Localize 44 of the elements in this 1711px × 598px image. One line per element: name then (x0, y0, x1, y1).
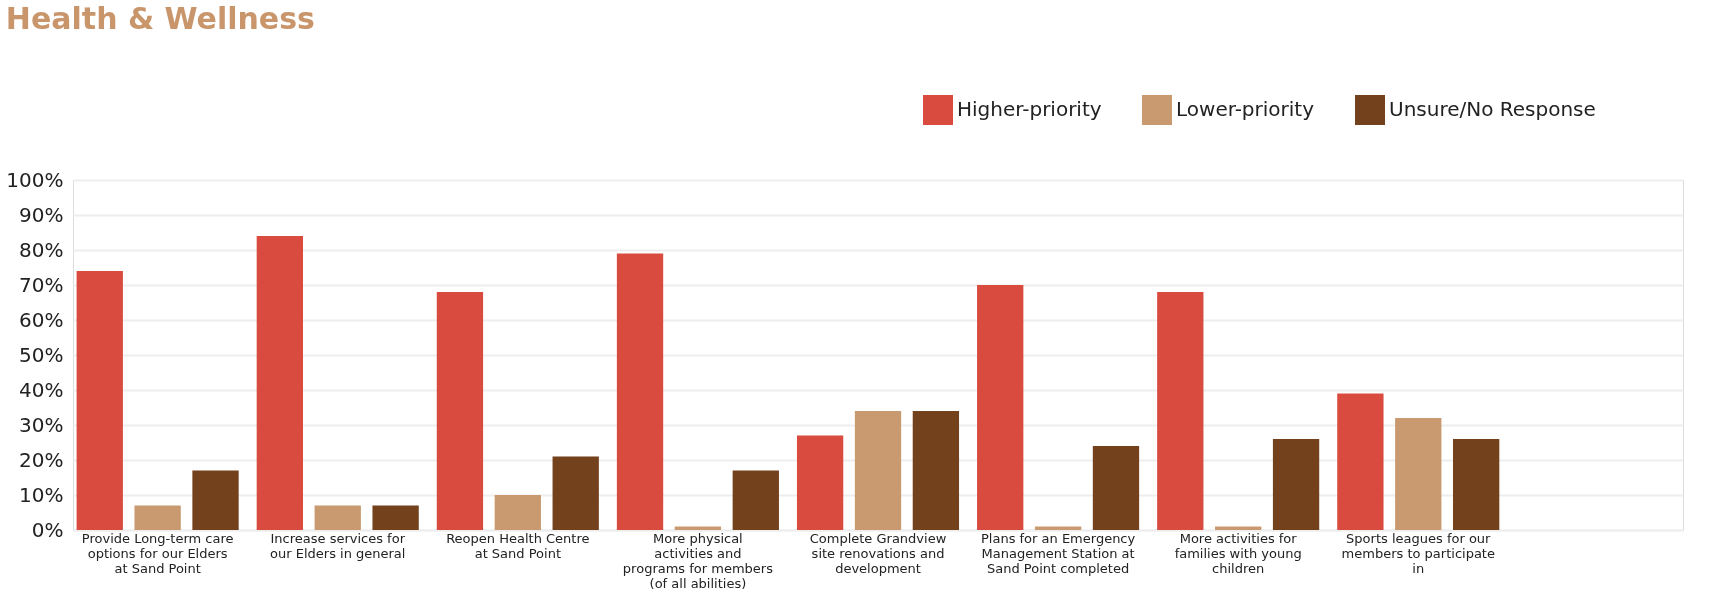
x-tick-label: More physical activities and programs for members (of all abilities) (622, 530, 774, 591)
x-tick-label: Plans for an Emergency Management Station at Sand Point completed (980, 530, 1136, 576)
y-tick-label: 100% (6, 167, 64, 192)
legend-label: Lower-priority (1176, 97, 1315, 121)
x-tick-label: Provide Long-term care options for our Elders at Sand Point (81, 530, 234, 576)
y-tick-label: 0% (31, 517, 64, 542)
y-tick-label: 70% (19, 272, 64, 297)
bar (134, 505, 181, 530)
bar (1272, 439, 1320, 530)
y-tick-label: 90% (19, 202, 64, 227)
y-tick-label: 80% (19, 237, 64, 262)
bar (494, 495, 541, 530)
bar (372, 505, 419, 530)
bar (76, 271, 123, 530)
bar (1337, 393, 1384, 530)
bar (1453, 439, 1500, 530)
bar (314, 505, 361, 530)
bar (977, 285, 1024, 530)
y-tick-label: 40% (19, 377, 64, 402)
x-tick-label: Reopen Health Centre at Sand Point (446, 530, 590, 561)
bar (1092, 446, 1140, 530)
bar (256, 236, 303, 530)
bar (796, 435, 844, 530)
y-tick-label: 60% (19, 307, 64, 332)
bar (436, 292, 484, 530)
x-tick-label: Complete Grandview site renovations and development (809, 530, 947, 576)
y-tick-label: 30% (19, 412, 64, 437)
bar (192, 470, 239, 530)
bar (1157, 292, 1204, 530)
x-tick-label: Sports leagues for our members to participate in (1341, 530, 1495, 576)
legend-label: Unsure/No Response (1389, 97, 1596, 121)
bar (854, 411, 902, 530)
chart-title: Health & Wellness (5, 1, 315, 36)
x-tick-label: More activities for families with young children (1174, 530, 1302, 576)
y-tick-label: 10% (19, 482, 64, 507)
bar (1395, 418, 1442, 530)
y-tick-label: 50% (19, 342, 64, 367)
y-tick-label: 20% (19, 447, 64, 472)
legend-label: Higher-priority (957, 97, 1102, 121)
x-tick-label: Increase services for our Elders in general (270, 530, 406, 561)
bar (732, 470, 779, 530)
bar (616, 253, 664, 530)
bar (912, 411, 960, 530)
bar (552, 456, 599, 530)
